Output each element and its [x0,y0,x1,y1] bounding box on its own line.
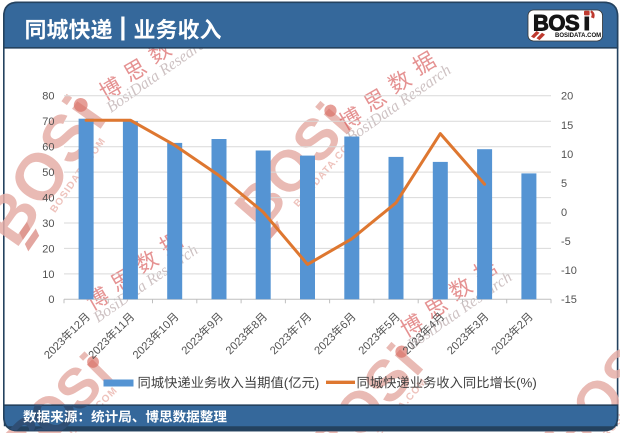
svg-text:10: 10 [561,149,573,161]
svg-text:10: 10 [42,269,54,281]
svg-text:20: 20 [561,91,573,103]
svg-text:50: 50 [42,167,54,179]
svg-text:0: 0 [48,294,54,306]
svg-text:15: 15 [561,120,573,132]
svg-text:20: 20 [42,243,54,255]
svg-text:0: 0 [561,207,567,219]
svg-text:BOSIDATA.COM: BOSIDATA.COM [555,33,601,39]
svg-text:5: 5 [561,178,567,190]
svg-text:70: 70 [42,116,54,128]
svg-text:-5: -5 [561,236,571,248]
svg-text:60: 60 [42,142,54,154]
svg-text:-15: -15 [561,294,577,306]
svg-text:BOS: BOS [533,11,579,36]
svg-text:30: 30 [42,218,54,230]
svg-text:-10: -10 [561,265,577,277]
svg-text:40: 40 [42,193,54,205]
svg-text:80: 80 [42,91,54,103]
